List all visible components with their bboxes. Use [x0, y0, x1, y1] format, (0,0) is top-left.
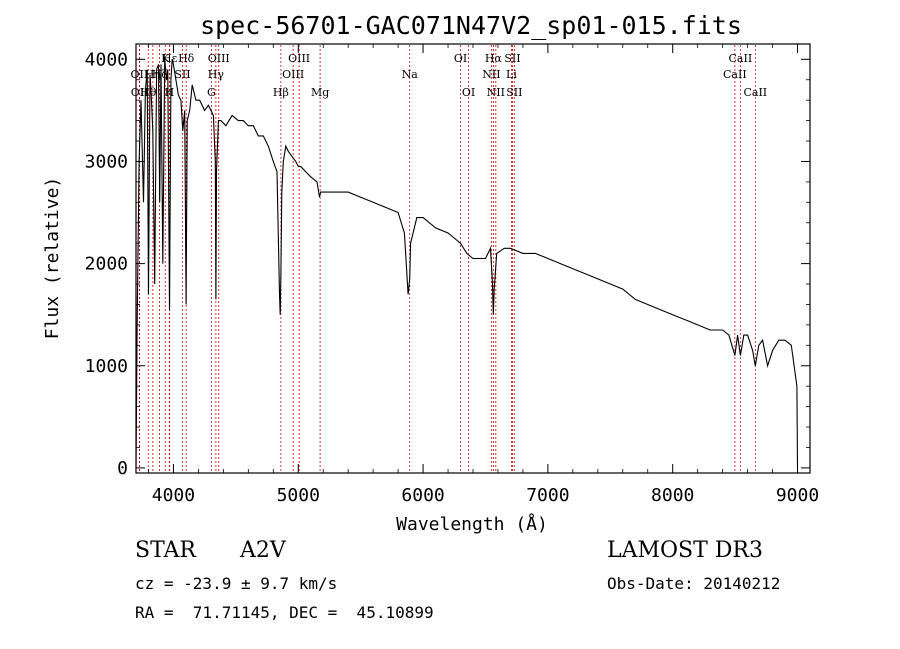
reference-line-label: OII	[131, 68, 149, 81]
x-tick-label: 4000	[152, 485, 195, 506]
x-tick-label: 8000	[651, 485, 694, 506]
reference-line-label: CaII	[743, 86, 767, 99]
x-axis-label: Wavelength (Å)	[396, 513, 548, 535]
reference-line-label: OI	[454, 52, 467, 65]
y-tick-label: 3000	[85, 151, 128, 172]
observation-date: Obs-Date: 20140212	[607, 574, 781, 593]
reference-line-label: Hα	[485, 52, 503, 65]
object-class: STAR	[135, 538, 196, 563]
reference-line-label: CaII	[729, 52, 753, 65]
reference-line-label: G	[207, 86, 216, 99]
x-tick-label: 7000	[526, 485, 569, 506]
reference-lines	[138, 45, 756, 472]
y-tick-label: 2000	[85, 254, 128, 275]
reference-line-label: Li	[506, 68, 517, 81]
reference-line-label: CaII	[723, 68, 747, 81]
reference-line-label: SII	[504, 52, 520, 65]
y-tick-label: 0	[117, 458, 128, 479]
reference-line-label: K	[161, 52, 170, 65]
reference-line-label: OIII	[288, 52, 310, 65]
reference-line-label: Mg	[311, 86, 329, 99]
x-tick-label: 5000	[277, 485, 320, 506]
redshift-text: cz = -23.9 ± 9.7 km/s	[135, 574, 338, 593]
reference-line-label: Hζ	[152, 68, 168, 81]
survey-name: LAMOST DR3	[607, 538, 763, 563]
y-axis: 0 1000 2000 3000 4000	[85, 49, 810, 479]
reference-line-label: OII	[131, 86, 149, 99]
reference-line-label: Hδ	[178, 52, 195, 65]
reference-line-label: OI	[462, 86, 475, 99]
y-tick-label: 1000	[85, 356, 128, 377]
y-axis-label: Flux (relative)	[42, 177, 63, 340]
reference-line-label: OIII	[208, 52, 230, 65]
reference-line-label: NII	[487, 86, 505, 99]
reference-line-label: OIII	[282, 68, 304, 81]
reference-line-label: Hε	[162, 52, 178, 65]
y-tick-label: 4000	[85, 49, 128, 70]
spectrum-series-line	[135, 59, 799, 468]
reference-line-label: SII	[506, 86, 522, 99]
chart-title: spec-56701-GAC071N47V2_sp01-015.fits	[200, 11, 742, 40]
x-tick-label: 9000	[776, 485, 819, 506]
reference-line-label: Hγ	[208, 68, 225, 81]
object-subclass: A2V	[240, 538, 286, 563]
coordinates-text: RA = 71.71145, DEC = 45.10899	[135, 603, 434, 622]
reference-line-label: Hβ	[273, 86, 289, 99]
reference-line-label: H	[165, 86, 175, 99]
x-axis: 4000 5000 6000 7000 8000 9000	[148, 44, 819, 506]
reference-line-label: NII	[482, 68, 500, 81]
reference-line-label: Hθ	[140, 86, 157, 99]
reference-line-label: Na	[402, 68, 419, 81]
reference-line-label: SII	[174, 68, 190, 81]
x-tick-label: 6000	[401, 485, 444, 506]
